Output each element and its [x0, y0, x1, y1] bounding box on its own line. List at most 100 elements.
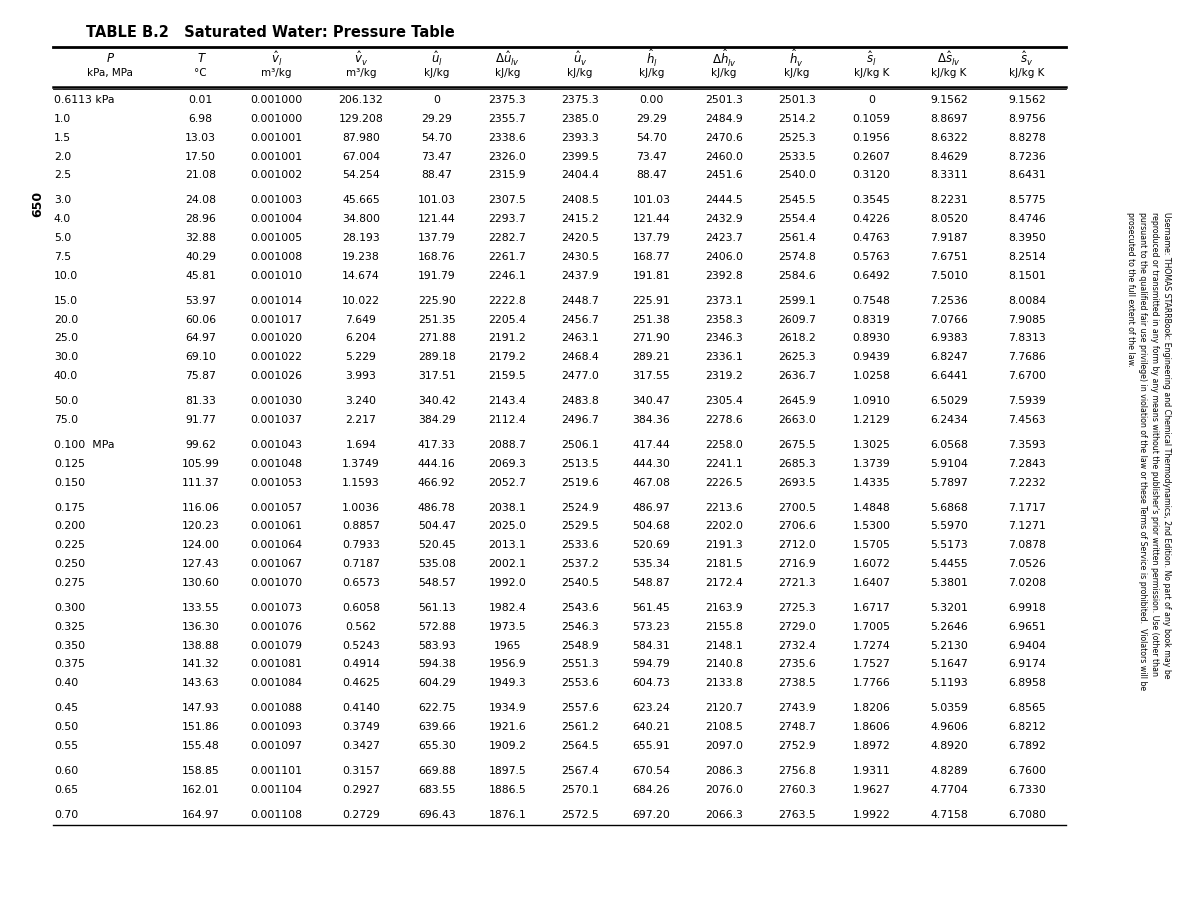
- Text: 2533.6: 2533.6: [562, 540, 599, 550]
- Text: 0.001104: 0.001104: [251, 785, 302, 795]
- Text: 129.208: 129.208: [338, 114, 383, 124]
- Text: 8.4746: 8.4746: [1008, 215, 1046, 225]
- Text: 2159.5: 2159.5: [488, 371, 527, 381]
- Text: 2618.2: 2618.2: [778, 334, 816, 344]
- Text: 1886.5: 1886.5: [488, 785, 527, 795]
- Text: 0.3749: 0.3749: [342, 723, 380, 732]
- Text: 1992.0: 1992.0: [488, 578, 527, 588]
- Text: 7.2536: 7.2536: [930, 296, 968, 306]
- Text: 1.6717: 1.6717: [852, 603, 890, 612]
- Text: 251.38: 251.38: [632, 315, 671, 325]
- Text: 2738.5: 2738.5: [778, 678, 816, 688]
- Text: 0.001064: 0.001064: [251, 540, 302, 550]
- Text: 69.10: 69.10: [185, 352, 216, 363]
- Text: 1.5: 1.5: [54, 133, 71, 143]
- Text: 2564.5: 2564.5: [562, 741, 599, 750]
- Text: 573.23: 573.23: [632, 621, 671, 631]
- Text: 6.204: 6.204: [346, 334, 377, 344]
- Text: 594.38: 594.38: [418, 659, 456, 669]
- Text: 2451.6: 2451.6: [706, 170, 743, 180]
- Text: 60.06: 60.06: [185, 315, 216, 325]
- Text: 2645.9: 2645.9: [778, 396, 816, 406]
- Text: 6.0568: 6.0568: [930, 440, 968, 450]
- Text: 225.90: 225.90: [418, 296, 456, 306]
- Text: 7.5: 7.5: [54, 252, 71, 262]
- Text: 2432.9: 2432.9: [706, 215, 743, 225]
- Text: kJ/kg: kJ/kg: [568, 68, 593, 78]
- Text: 1934.9: 1934.9: [488, 704, 527, 713]
- Text: 0.275: 0.275: [54, 578, 85, 588]
- Text: 0.01: 0.01: [188, 95, 212, 105]
- Text: 251.35: 251.35: [418, 315, 456, 325]
- Text: 2496.7: 2496.7: [562, 415, 599, 425]
- Text: 2246.1: 2246.1: [488, 271, 527, 281]
- Text: 75.87: 75.87: [185, 371, 216, 381]
- Text: 604.73: 604.73: [632, 678, 671, 688]
- Text: 2519.6: 2519.6: [562, 477, 599, 488]
- Text: 53.97: 53.97: [185, 296, 216, 306]
- Text: 29.29: 29.29: [636, 114, 667, 124]
- Text: 5.7897: 5.7897: [930, 477, 968, 488]
- Text: 6.5029: 6.5029: [930, 396, 968, 406]
- Text: 696.43: 696.43: [418, 810, 456, 820]
- Text: 0.1059: 0.1059: [852, 114, 890, 124]
- Text: 5.1647: 5.1647: [930, 659, 968, 669]
- Text: 25.0: 25.0: [54, 334, 78, 344]
- Text: 6.7600: 6.7600: [1008, 766, 1046, 776]
- Text: 0.3157: 0.3157: [342, 766, 380, 776]
- Text: 622.75: 622.75: [418, 704, 456, 713]
- Text: 0.001001: 0.001001: [251, 133, 302, 143]
- Text: 0.001037: 0.001037: [251, 415, 302, 425]
- Text: 40.0: 40.0: [54, 371, 78, 381]
- Text: 0.001005: 0.001005: [251, 233, 302, 243]
- Text: 2282.7: 2282.7: [488, 233, 527, 243]
- Text: 684.26: 684.26: [632, 785, 671, 795]
- Text: 0.45: 0.45: [54, 704, 78, 713]
- Text: 138.88: 138.88: [182, 640, 220, 650]
- Text: 87.980: 87.980: [342, 133, 380, 143]
- Text: $\Delta\hat{h}_{lv}$: $\Delta\hat{h}_{lv}$: [712, 48, 737, 69]
- Text: 444.16: 444.16: [418, 459, 456, 469]
- Text: kJ/kg: kJ/kg: [712, 68, 737, 78]
- Text: 1.0: 1.0: [54, 114, 71, 124]
- Text: 2685.3: 2685.3: [778, 459, 816, 469]
- Text: 6.9404: 6.9404: [1008, 640, 1046, 650]
- Text: $\hat{v}_v$: $\hat{v}_v$: [354, 50, 368, 68]
- Text: 30.0: 30.0: [54, 352, 78, 363]
- Text: 0.001017: 0.001017: [251, 315, 302, 325]
- Text: 141.32: 141.32: [182, 659, 220, 669]
- Text: 7.0208: 7.0208: [1008, 578, 1046, 588]
- Text: 2561.2: 2561.2: [562, 723, 599, 732]
- Text: 1909.2: 1909.2: [488, 741, 527, 750]
- Text: 2763.5: 2763.5: [778, 810, 816, 820]
- Text: 0.4914: 0.4914: [342, 659, 380, 669]
- Text: 2524.9: 2524.9: [562, 502, 599, 512]
- Text: 683.55: 683.55: [418, 785, 456, 795]
- Text: 1.2129: 1.2129: [852, 415, 890, 425]
- Text: 7.0526: 7.0526: [1008, 559, 1046, 569]
- Text: 45.81: 45.81: [185, 271, 216, 281]
- Text: 417.44: 417.44: [632, 440, 671, 450]
- Text: 466.92: 466.92: [418, 477, 456, 488]
- Text: 0.4763: 0.4763: [852, 233, 890, 243]
- Text: 2716.9: 2716.9: [778, 559, 816, 569]
- Text: 0.001057: 0.001057: [251, 502, 302, 512]
- Text: 0: 0: [433, 95, 440, 105]
- Text: 2241.1: 2241.1: [706, 459, 743, 469]
- Text: 2437.9: 2437.9: [562, 271, 599, 281]
- Text: 2625.3: 2625.3: [778, 352, 816, 363]
- Text: 81.33: 81.33: [185, 396, 216, 406]
- Text: 2307.5: 2307.5: [488, 196, 527, 206]
- Text: 2456.7: 2456.7: [562, 315, 599, 325]
- Text: 2399.5: 2399.5: [562, 152, 599, 161]
- Text: 2172.4: 2172.4: [706, 578, 743, 588]
- Text: 1.3739: 1.3739: [852, 459, 890, 469]
- Text: 1.694: 1.694: [346, 440, 377, 450]
- Text: 0.125: 0.125: [54, 459, 85, 469]
- Text: 8.9756: 8.9756: [1008, 114, 1046, 124]
- Text: 2537.2: 2537.2: [562, 559, 599, 569]
- Text: 0.001108: 0.001108: [251, 810, 302, 820]
- Text: 2038.1: 2038.1: [488, 502, 527, 512]
- Text: 2430.5: 2430.5: [562, 252, 599, 262]
- Text: 1.0036: 1.0036: [342, 502, 380, 512]
